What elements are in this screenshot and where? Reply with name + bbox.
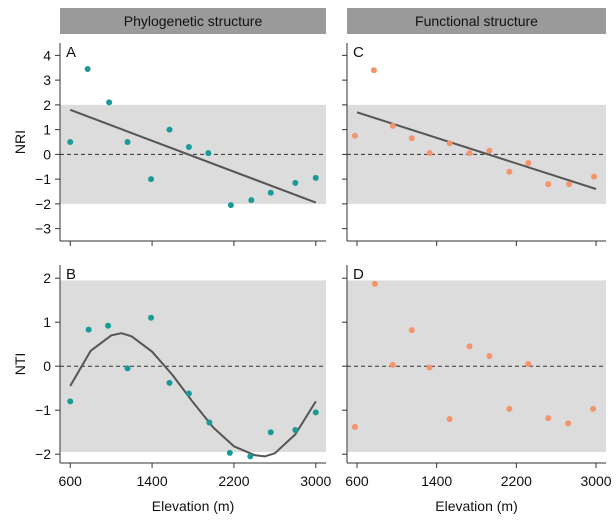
x-tick-label: 600: [345, 473, 369, 489]
data-point: [408, 135, 415, 142]
y-tick-label: −1: [35, 171, 51, 187]
data-point: [506, 168, 513, 175]
x-axis-title: Elevation (m): [152, 498, 234, 514]
x-tick-label: 3000: [580, 473, 611, 489]
data-point: [166, 126, 173, 133]
data-point: [247, 453, 254, 460]
panel-d: 600 1400 2200 3000 Elevation (m) D: [342, 265, 612, 514]
panel-letter: D: [353, 266, 364, 283]
column-header-box: [60, 8, 326, 34]
panel-letter: B: [66, 266, 76, 283]
panel-b: −2 −1 0 1 2 600 1400 2200 3000 Elevation (m) NTI B: [12, 265, 332, 514]
x-tick-label: 1400: [136, 473, 167, 489]
data-point: [506, 405, 513, 412]
data-point: [486, 353, 493, 360]
data-point: [466, 150, 473, 157]
y-axis-title: NRI: [12, 130, 28, 154]
data-point: [166, 379, 173, 386]
data-point: [371, 280, 378, 287]
data-point: [545, 181, 552, 188]
panel-letter: C: [353, 44, 364, 61]
fit-line: [69, 108, 317, 204]
data-point: [205, 150, 212, 157]
column-header-label: Functional structure: [415, 13, 538, 29]
x-tick-label: 2200: [501, 473, 532, 489]
data-point: [351, 423, 358, 430]
data-point: [446, 140, 453, 147]
data-point: [566, 181, 573, 188]
data-point: [312, 174, 319, 181]
y-tick-label: 0: [43, 358, 51, 374]
panel-a: Phylogenetic structure −3 −2 −1 0 1 2 3 4 NRI A: [12, 8, 326, 246]
data-point: [426, 364, 433, 371]
y-tick-label: 0: [43, 146, 51, 162]
x-tick-label: 3000: [300, 473, 331, 489]
y-tick-label: −1: [35, 402, 51, 418]
data-point: [105, 322, 112, 329]
data-point: [565, 420, 572, 427]
panel-letter: A: [66, 44, 76, 61]
data-point: [84, 65, 91, 72]
data-point: [351, 132, 358, 139]
data-point: [267, 429, 274, 436]
data-point: [124, 365, 131, 372]
data-point: [226, 449, 233, 456]
y-tick-label: −2: [35, 196, 51, 212]
y-tick-label: 2: [43, 97, 51, 113]
x-tick-label: 600: [59, 473, 83, 489]
data-point: [312, 409, 319, 416]
data-point: [227, 202, 234, 209]
data-point: [590, 405, 597, 412]
data-point: [426, 150, 433, 157]
data-point: [591, 173, 598, 180]
data-point: [389, 122, 396, 129]
data-point: [446, 416, 453, 422]
x-tick-label: 1400: [421, 473, 452, 489]
fit-line: [69, 332, 317, 458]
data-point: [466, 343, 473, 350]
data-point: [106, 99, 113, 106]
data-point: [267, 189, 274, 196]
y-tick-label: 1: [43, 122, 51, 138]
y-tick-label: 4: [43, 47, 51, 63]
y-tick-label: −2: [35, 446, 51, 462]
y-tick-label: 1: [43, 314, 51, 330]
data-point: [525, 160, 532, 167]
data-point: [206, 419, 213, 426]
data-point: [85, 326, 92, 333]
data-point: [389, 361, 396, 368]
data-point: [185, 390, 192, 397]
y-tick-label: 2: [43, 270, 51, 286]
column-header-label: Phylogenetic structure: [124, 13, 263, 29]
y-tick-label: −3: [35, 221, 51, 237]
data-point: [370, 67, 377, 74]
data-point: [67, 139, 74, 145]
data-point: [124, 139, 131, 145]
data-point: [292, 427, 299, 433]
fit-line: [356, 111, 597, 190]
data-point: [292, 179, 299, 186]
y-tick-label: 3: [43, 72, 51, 88]
data-point: [545, 415, 552, 422]
data-point: [148, 176, 155, 183]
data-point: [148, 314, 155, 321]
data-point: [486, 147, 493, 154]
x-tick-label: 2200: [218, 473, 249, 489]
y-axis-title: NTI: [12, 353, 28, 376]
panel-c: Functional structure C: [342, 8, 606, 246]
x-axis-title: Elevation (m): [435, 498, 517, 514]
data-point: [408, 327, 415, 334]
data-point: [248, 197, 255, 204]
data-point: [525, 361, 532, 367]
data-point: [67, 398, 74, 405]
data-point: [185, 143, 192, 150]
column-header-box: [347, 8, 606, 34]
